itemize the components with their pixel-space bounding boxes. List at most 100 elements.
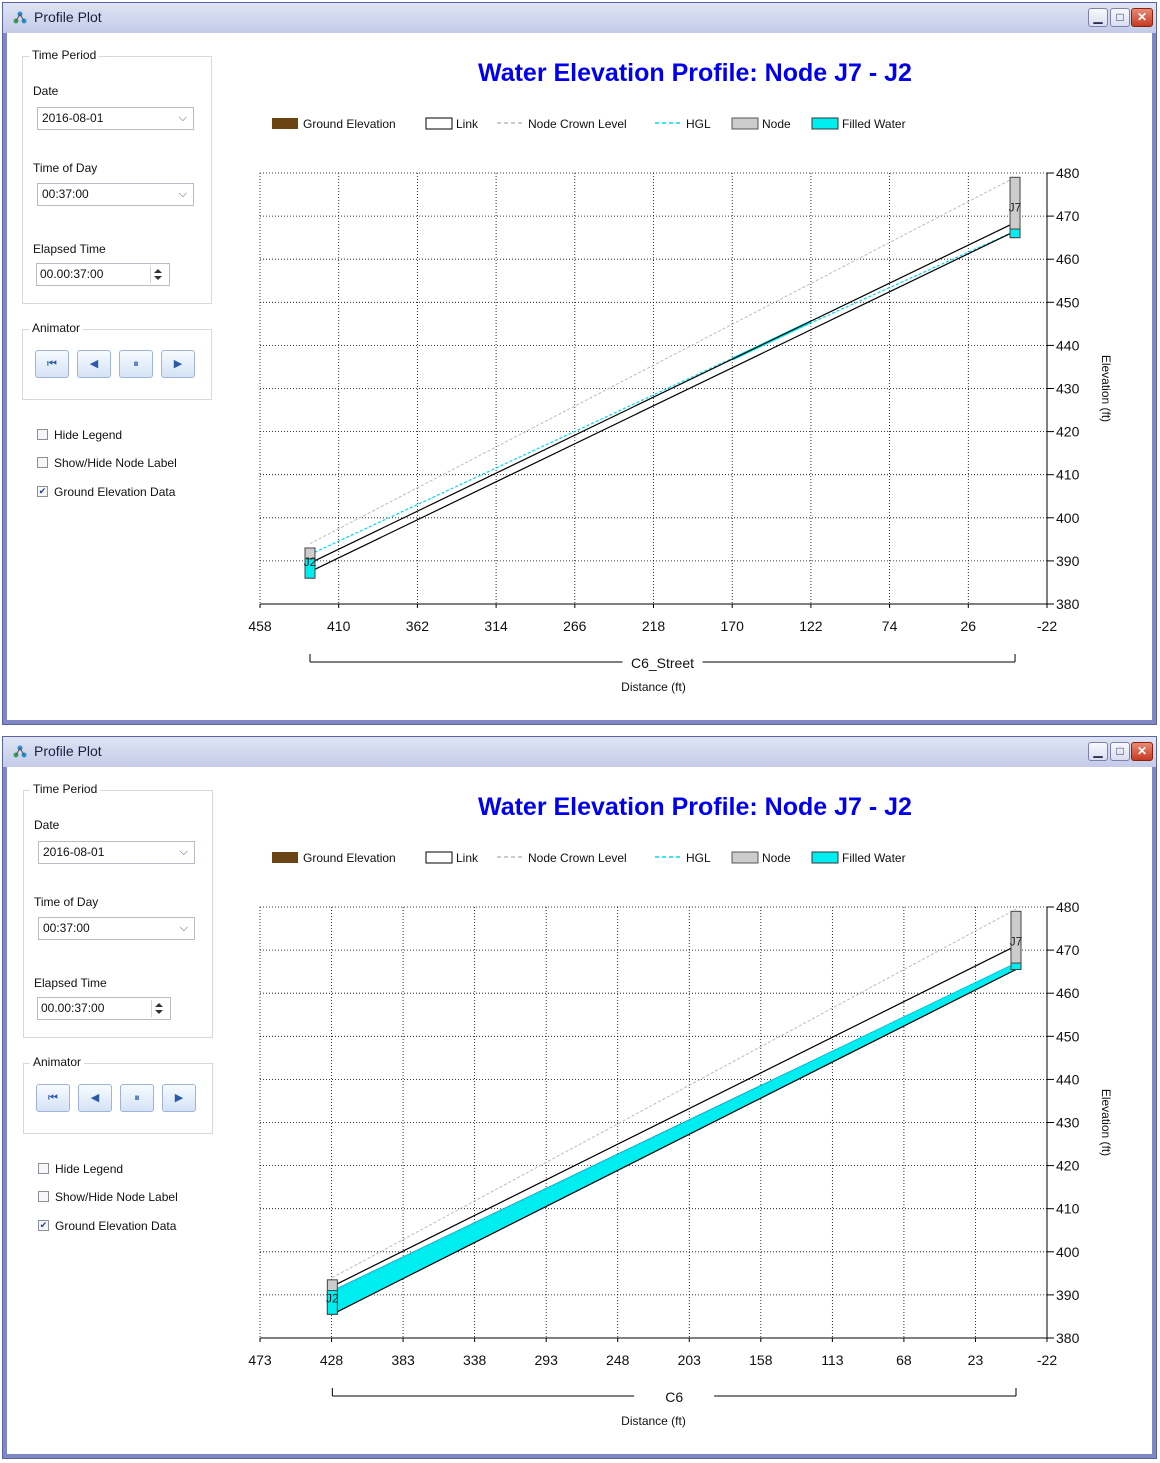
legend-swatch-link (425, 117, 453, 130)
x-axis-label: Distance (ft) (621, 1414, 686, 1428)
checkbox-box[interactable]: ✔ (38, 1220, 49, 1231)
y-axis-label: Elevation (ft) (1099, 1089, 1113, 1156)
play-button[interactable]: ▶ (161, 350, 195, 378)
arrow-down-icon[interactable] (155, 1010, 163, 1014)
x-tick-label: 248 (606, 1352, 630, 1368)
animator-group: Animator ⏮ ◀ ⏸ ▶ (22, 321, 212, 400)
legend-swatch-node (731, 851, 759, 864)
hgl-line (309, 230, 1016, 555)
show-hide-node-label-label: Show/Hide Node Label (54, 456, 177, 470)
y-tick-label: 460 (1056, 251, 1080, 267)
minimize-button[interactable]: ▁ (1088, 742, 1108, 761)
y-tick-label: 470 (1056, 208, 1080, 224)
hide-legend-label: Hide Legend (55, 1162, 124, 1176)
link-name-background (622, 653, 703, 671)
x-tick-label: 203 (678, 1352, 702, 1368)
elapsed-time-value: 00.00:37:00 (40, 267, 104, 281)
legend-label: Node Crown Level (528, 117, 627, 131)
spinner-arrows[interactable] (150, 266, 167, 283)
maximize-button[interactable]: □ (1110, 742, 1130, 761)
y-tick-label: 420 (1056, 1158, 1080, 1174)
legend-swatch-ground-elevation (272, 852, 298, 863)
animator-group: Animator ⏮ ◀ ⏸ ▶ (23, 1055, 213, 1134)
legend-label: Filled Water (842, 117, 906, 131)
go-to-start-button[interactable]: ⏮ (35, 350, 69, 378)
y-tick-label: 440 (1056, 1071, 1080, 1087)
node-label: J7 (1009, 200, 1022, 214)
minimize-button[interactable]: ▁ (1088, 8, 1108, 27)
arrow-up-icon[interactable] (154, 269, 162, 273)
y-tick-label: 390 (1056, 553, 1080, 569)
close-button[interactable]: ✕ (1131, 742, 1153, 761)
go-to-start-button[interactable]: ⏮ (36, 1084, 70, 1112)
arrow-up-icon[interactable] (155, 1003, 163, 1007)
node-label: J2 (304, 555, 317, 569)
legend-swatch-filled-water (811, 851, 839, 864)
profile-chart-1[interactable]: Water Elevation Profile: Node J7 - J2 Gro… (7, 33, 1154, 722)
x-tick-label: 218 (642, 618, 666, 634)
pause-button[interactable]: ⏸ (119, 350, 153, 378)
x-tick-label: 122 (799, 618, 823, 634)
elapsed-time-spinner[interactable]: 00.00:37:00 (36, 263, 170, 286)
play-button[interactable]: ▶ (162, 1084, 196, 1112)
spinner-arrows[interactable] (151, 1000, 168, 1017)
checkbox-box[interactable] (38, 1191, 49, 1202)
checkbox-box[interactable]: ✔ (37, 486, 48, 497)
elapsed-time-spinner[interactable]: 00.00:37:00 (37, 997, 171, 1020)
checkbox-box[interactable] (38, 1163, 49, 1174)
y-tick-label: 430 (1056, 1115, 1080, 1131)
x-tick-label: 314 (484, 618, 508, 634)
chart-title: Water Elevation Profile: Node J7 - J2 (478, 59, 912, 87)
y-tick-label: 390 (1056, 1287, 1080, 1303)
legend-label: Node (762, 851, 791, 865)
y-tick-label: 460 (1056, 985, 1080, 1001)
legend-label: HGL (686, 851, 711, 865)
maximize-button[interactable]: □ (1110, 8, 1130, 27)
node-water-j2 (304, 558, 316, 579)
link-line (309, 230, 1016, 573)
y-tick-label: 440 (1056, 337, 1080, 353)
link-name: C6 (665, 1389, 683, 1405)
time-of-day-label: Time of Day (33, 161, 98, 175)
node-water-j7 (1010, 962, 1022, 970)
arrow-down-icon[interactable] (154, 276, 162, 280)
checkbox-box[interactable] (37, 457, 48, 468)
close-button[interactable]: ✕ (1131, 8, 1153, 27)
x-tick-label: 266 (563, 618, 587, 634)
x-tick-label: 362 (406, 618, 430, 634)
x-tick-label: 68 (896, 1352, 912, 1368)
step-back-button[interactable]: ◀ (78, 1084, 112, 1112)
x-tick-label: 74 (882, 618, 898, 634)
app-icon (13, 11, 27, 24)
profile-plot-window-2: Profile Plot ▁ □ ✕ Time Period Date 2016… (2, 736, 1157, 1459)
legend-swatch-node (731, 117, 759, 130)
link-line (309, 222, 1016, 564)
legend-label: Link (456, 117, 479, 131)
time-period-label: Time Period (29, 48, 100, 62)
legend-swatch-filled-water (811, 117, 839, 130)
date-combo[interactable]: 2016-08-01 ⌵ (37, 107, 194, 130)
profile-chart-2[interactable]: Water Elevation Profile: Node J7 - J2 Gro… (7, 767, 1154, 1456)
x-tick-label: -22 (1037, 1352, 1057, 1368)
title-bar[interactable]: Profile Plot ▁ □ ✕ (3, 3, 1156, 33)
window-title: Profile Plot (34, 9, 102, 25)
legend-label: Link (456, 851, 479, 865)
legend-label: Node Crown Level (528, 851, 627, 865)
checkbox-box[interactable] (37, 429, 48, 440)
date-combo[interactable]: 2016-08-01 ⌵ (38, 841, 195, 864)
window-title: Profile Plot (34, 743, 102, 759)
pause-button[interactable]: ⏸ (120, 1084, 154, 1112)
date-label: Date (33, 84, 59, 98)
step-back-button[interactable]: ◀ (77, 350, 111, 378)
time-period-group: Time Period Date 2016-08-01 ⌵ Time of Da… (23, 782, 213, 1038)
x-tick-label: 293 (535, 1352, 559, 1368)
time-of-day-value: 00:37:00 (43, 921, 90, 935)
y-tick-label: 380 (1056, 1330, 1080, 1346)
time-of-day-combo[interactable]: 00:37:00 ⌵ (38, 917, 195, 940)
time-of-day-combo[interactable]: 00:37:00 ⌵ (37, 183, 194, 206)
date-value: 2016-08-01 (43, 845, 105, 859)
node-label: J2 (326, 1291, 339, 1305)
x-tick-label: 473 (248, 1352, 272, 1368)
title-bar[interactable]: Profile Plot ▁ □ ✕ (3, 737, 1156, 767)
x-tick-label: 113 (821, 1352, 844, 1368)
